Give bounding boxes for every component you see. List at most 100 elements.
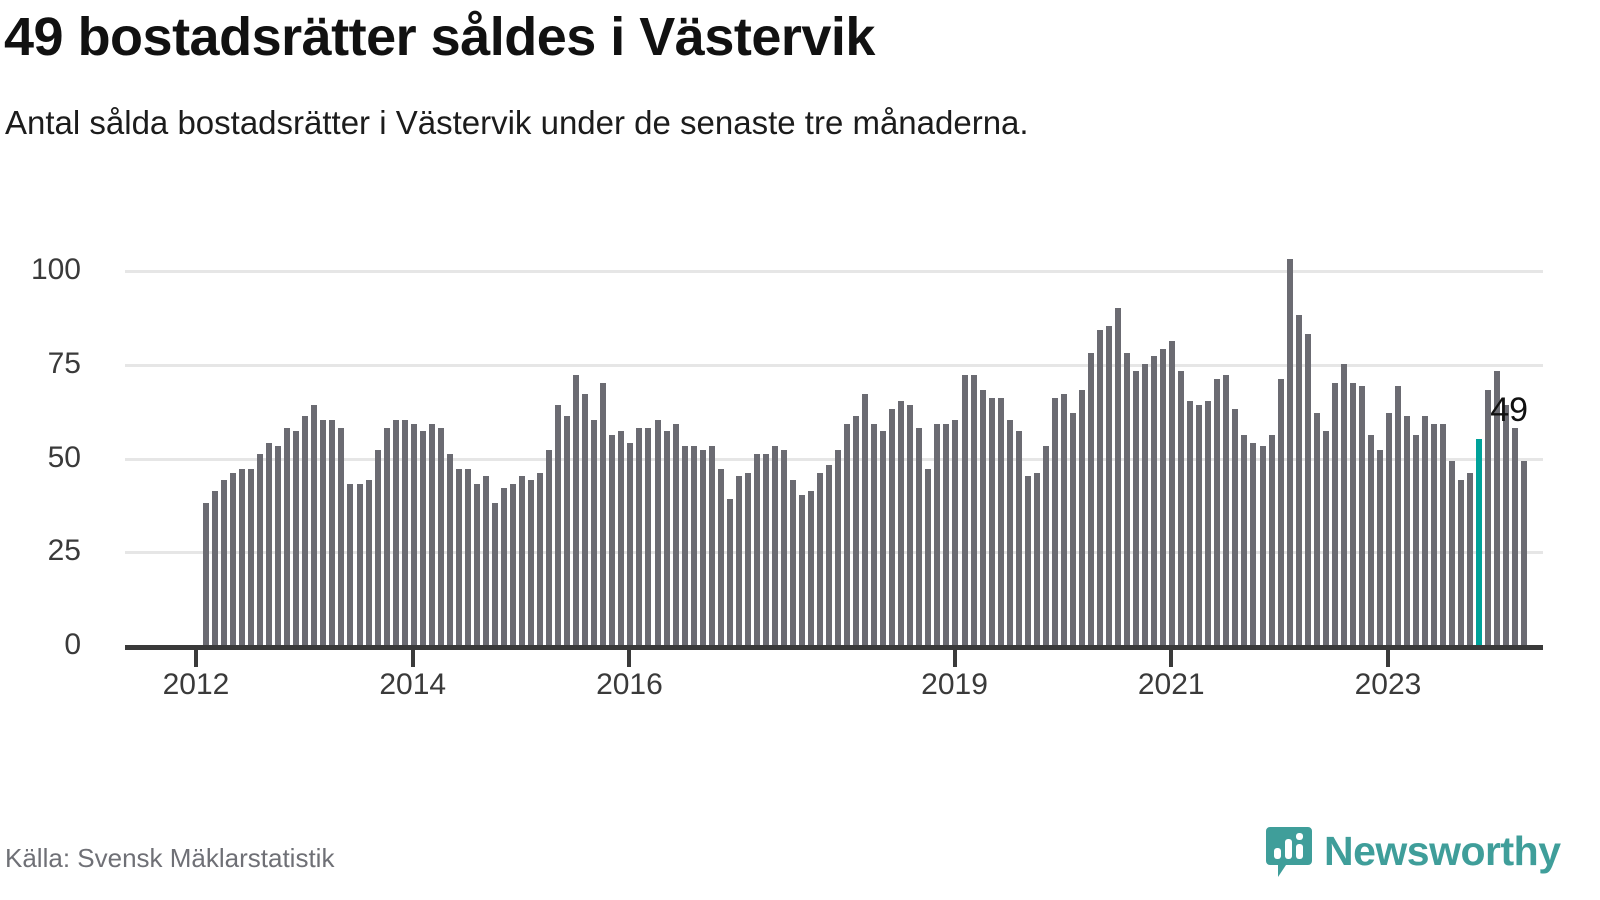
bar xyxy=(1512,427,1519,645)
bar xyxy=(1232,408,1239,645)
bar xyxy=(988,397,995,645)
bar xyxy=(952,420,959,645)
bar xyxy=(844,423,851,645)
bar xyxy=(1349,382,1356,645)
bar xyxy=(347,483,354,645)
bar xyxy=(311,405,318,645)
bar xyxy=(780,450,787,645)
bar xyxy=(1078,390,1085,645)
bar xyxy=(690,446,697,645)
x-axis-tick-mark xyxy=(627,650,632,667)
bar xyxy=(618,431,625,645)
bar xyxy=(1250,442,1257,645)
bar xyxy=(1467,472,1474,645)
x-axis-tick-label: 2023 xyxy=(1354,668,1422,701)
bar xyxy=(275,446,282,645)
bar xyxy=(1142,363,1149,645)
bar-chart-speech-bubble-icon xyxy=(1266,825,1312,877)
logo-wordmark: Newsworthy xyxy=(1324,827,1561,874)
bar xyxy=(744,472,751,645)
bar xyxy=(1322,431,1329,645)
bar xyxy=(681,446,688,645)
bar xyxy=(925,468,932,645)
bar xyxy=(519,476,526,645)
bar xyxy=(1394,386,1401,645)
y-axis-tick-label: 75 xyxy=(47,346,81,380)
bar xyxy=(1160,348,1167,645)
bar xyxy=(1223,375,1230,645)
bar xyxy=(898,401,905,645)
bar xyxy=(889,408,896,645)
bar xyxy=(591,420,598,645)
bar xyxy=(1006,420,1013,645)
x-axis-tick-label: 2019 xyxy=(921,668,988,701)
x-axis-tick-mark xyxy=(952,650,957,667)
bar xyxy=(1413,435,1420,645)
bar xyxy=(221,480,228,645)
bar xyxy=(1485,390,1492,645)
bar xyxy=(1385,412,1392,645)
bar xyxy=(1367,435,1374,645)
bar xyxy=(1106,326,1112,645)
x-axis-line xyxy=(125,645,1543,650)
bar xyxy=(672,423,679,645)
bar-highlighted xyxy=(1476,438,1483,645)
bar xyxy=(374,450,381,645)
bar xyxy=(1015,431,1022,645)
bar xyxy=(1124,352,1131,645)
gridline xyxy=(125,363,1543,367)
y-axis-tick-label: 25 xyxy=(47,534,81,568)
highlight-value-label: 49 xyxy=(1490,390,1529,429)
x-axis-tick-label: 2012 xyxy=(162,668,230,701)
y-axis-tick-label: 0 xyxy=(64,628,81,661)
bar xyxy=(934,423,941,645)
bar xyxy=(1214,378,1221,645)
bar xyxy=(491,502,498,645)
bar xyxy=(1033,472,1040,645)
bar xyxy=(546,450,553,645)
bar xyxy=(808,491,814,645)
gridline xyxy=(125,457,1543,461)
bar xyxy=(609,435,616,645)
bar xyxy=(230,472,237,645)
bar xyxy=(1069,412,1076,645)
x-axis-tick-mark xyxy=(1169,650,1174,667)
bar xyxy=(862,393,869,645)
bar xyxy=(627,442,634,645)
bar xyxy=(979,390,986,645)
newsworthy-logo[interactable]: Newsworthy xyxy=(1266,818,1561,884)
bar xyxy=(1205,401,1212,645)
bar xyxy=(871,423,878,645)
bar xyxy=(1060,393,1067,645)
bar xyxy=(212,491,219,645)
bar xyxy=(1440,423,1447,645)
bar xyxy=(735,476,742,645)
bar xyxy=(437,427,444,645)
bar xyxy=(455,468,462,645)
bar xyxy=(284,427,291,645)
bar xyxy=(302,416,309,645)
bar xyxy=(961,375,968,645)
y-axis-tick-label: 50 xyxy=(47,440,81,474)
bar xyxy=(338,427,345,645)
bar xyxy=(365,480,372,645)
bar xyxy=(1115,307,1122,645)
x-axis-tick-label: 2016 xyxy=(596,668,663,701)
bar xyxy=(1241,435,1248,645)
bar xyxy=(537,472,544,645)
bar xyxy=(798,495,805,645)
bar xyxy=(1431,423,1438,645)
bar xyxy=(853,416,860,645)
bar xyxy=(1494,371,1501,645)
bar xyxy=(726,498,733,645)
bar xyxy=(762,453,769,645)
bar xyxy=(636,427,643,645)
bar xyxy=(1196,405,1203,645)
bar xyxy=(943,423,950,645)
bar xyxy=(826,465,833,645)
bar xyxy=(1087,352,1094,645)
bar xyxy=(555,405,562,645)
bar xyxy=(510,483,517,645)
bar xyxy=(582,393,589,645)
